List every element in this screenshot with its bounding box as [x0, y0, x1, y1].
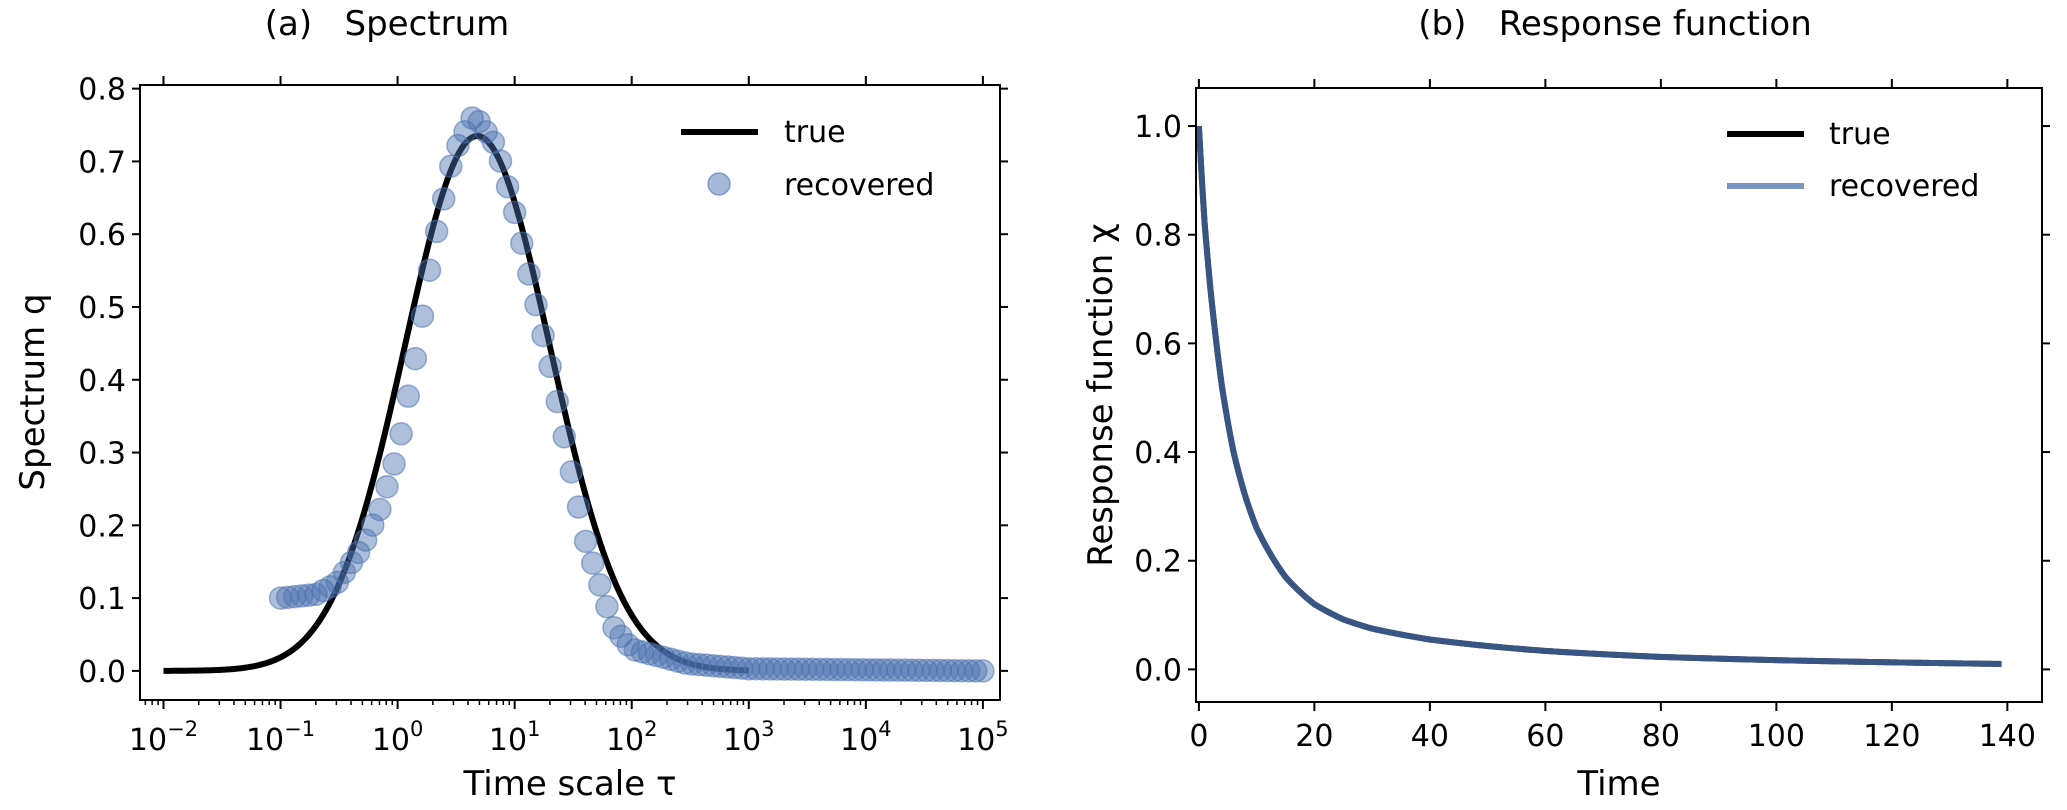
x-tick-label: 20	[1295, 719, 1333, 754]
recovered-marker	[297, 583, 321, 607]
recovered-marker	[311, 578, 335, 603]
spectrum-x-label: Time scale τ	[463, 764, 677, 804]
recovered-marker	[368, 497, 392, 522]
recovered-marker	[304, 582, 328, 607]
recovered-marker	[524, 292, 548, 317]
recovered-marker	[595, 594, 619, 619]
recovered-marker	[424, 219, 449, 244]
x-tick-label: 103	[723, 717, 775, 758]
x-tick-label: 60	[1526, 719, 1564, 754]
y-tick-label: 0.0	[1134, 653, 1182, 688]
x-tick-label: 100	[1748, 719, 1805, 754]
spectrum-panel: (a) Spectrum 0.0 0.1 0.2 0.3 0.4 0.5 0.6 0.7 0.8…	[13, 4, 1009, 804]
recovered-marker	[566, 495, 591, 519]
recovered-marker	[495, 174, 520, 199]
response-axes-frame	[1195, 87, 2043, 703]
legend-recovered-label: recovered	[1829, 169, 1979, 204]
recovered-marker	[580, 551, 605, 575]
recovered-marker	[517, 262, 541, 286]
response-title: (b) Response function	[1418, 4, 1812, 44]
y-tick-label: 0.8	[1134, 219, 1182, 254]
recovered-marker	[545, 389, 569, 414]
recovered-marker	[417, 258, 442, 282]
series-recovered-line	[1195, 125, 2002, 667]
recovered-marker	[403, 346, 428, 371]
recovered-marker	[346, 540, 371, 565]
legend-true-label: true	[784, 115, 846, 150]
recovered-marker	[318, 575, 342, 599]
y-tick-label: 0.4	[1134, 436, 1182, 471]
recovered-marker	[502, 200, 527, 225]
y-tick-label: 0.8	[78, 73, 126, 108]
x-tick-label: 10−1	[246, 717, 315, 758]
recovered-marker	[396, 384, 420, 408]
recovered-marker	[446, 133, 470, 158]
spectrum-title: (a) Spectrum	[265, 4, 510, 44]
spectrum-legend: true recovered	[681, 115, 934, 203]
response-x-label: Time	[1576, 764, 1660, 804]
y-tick-label: 0.7	[78, 145, 126, 180]
response-legend: true recovered	[1727, 117, 1979, 204]
x-tick-label: 105	[957, 717, 1009, 758]
spectrum-plot-area	[163, 106, 995, 683]
recovered-marker	[552, 424, 577, 449]
response-plot-area	[1195, 125, 2002, 667]
x-tick-label: 100	[372, 717, 424, 758]
recovered-marker	[375, 474, 399, 499]
x-tick-label: 80	[1642, 719, 1680, 754]
y-tick-label: 0.0	[78, 655, 126, 690]
recovered-marker	[431, 187, 456, 211]
y-tick-label: 0.2	[1134, 545, 1182, 580]
y-tick-label: 0.5	[78, 291, 126, 326]
spectrum-y-label: Spectrum q	[13, 293, 53, 490]
recovered-marker	[389, 422, 413, 446]
recovered-marker	[531, 323, 555, 348]
y-tick-label: 0.4	[78, 364, 126, 399]
x-tick-label: 0	[1189, 719, 1208, 754]
recovered-marker	[510, 231, 534, 255]
y-tick-label: 0.6	[78, 218, 126, 253]
legend-recovered-label: recovered	[784, 168, 934, 203]
recovered-marker	[439, 154, 463, 179]
x-tick-label: 40	[1411, 719, 1449, 754]
recovered-marker	[538, 354, 562, 379]
response-panel: (b) Response function 0.0 0.2 0.4 0.6 0.8 1.0…	[1081, 4, 2050, 804]
y-tick-label: 1.0	[1134, 110, 1182, 145]
recovered-marker	[361, 513, 385, 537]
recovered-marker	[382, 452, 406, 476]
recovered-marker	[971, 659, 995, 683]
y-tick-label: 0.3	[78, 437, 126, 472]
response-y-label: Response function χ	[1081, 223, 1121, 566]
recovered-marker	[559, 460, 584, 484]
recovered-marker	[588, 573, 612, 597]
x-tick-label: 104	[840, 717, 892, 758]
x-tick-label: 140	[1979, 719, 2036, 754]
x-tick-label: 10−2	[129, 717, 198, 758]
y-tick-label: 0.1	[78, 582, 126, 617]
y-tick-label: 0.6	[1134, 327, 1182, 362]
legend-true-label: true	[1829, 117, 1891, 152]
recovered-marker	[410, 304, 435, 328]
y-tick-label: 0.2	[78, 509, 126, 544]
series-true-line	[1195, 125, 2002, 667]
series-true-line	[163, 132, 749, 674]
spectrum-ticks: 0.0 0.1 0.2 0.3 0.4 0.5 0.6 0.7 0.8 10−2 10−1 100 10…	[78, 73, 1008, 758]
recovered-marker	[488, 149, 513, 173]
x-tick-label: 120	[1863, 719, 1920, 754]
recovered-marker	[460, 106, 484, 130]
legend-recovered-marker-swatch	[707, 172, 731, 196]
response-ticks: 0.0 0.2 0.4 0.6 0.8 1.0 0 20 40 60 80 100 120 140	[1134, 79, 2050, 754]
recovered-marker	[573, 529, 598, 554]
x-tick-label: 101	[489, 717, 541, 758]
x-tick-label: 102	[606, 717, 658, 758]
recovered-marker	[353, 528, 378, 552]
recovered-marker	[964, 659, 988, 683]
